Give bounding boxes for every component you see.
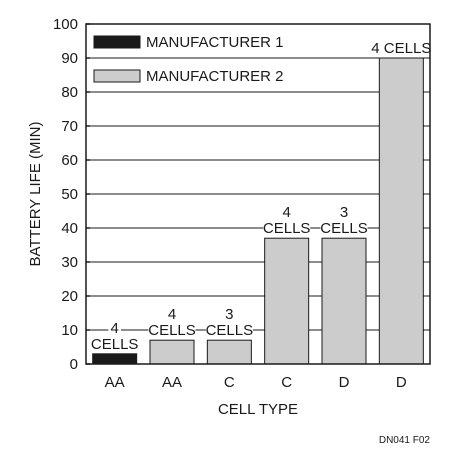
bar-label-bg xyxy=(337,204,351,221)
bar-label-bg xyxy=(369,40,434,56)
y-tick-label: 40 xyxy=(61,220,78,237)
y-tick-label: 50 xyxy=(61,186,78,203)
bar-label: CELLS xyxy=(263,220,311,237)
bar-label: 4 xyxy=(110,320,118,337)
bar-label-bg xyxy=(91,335,139,352)
y-tick-label: 0 xyxy=(70,356,78,373)
bar-label: CELLS xyxy=(148,322,196,339)
bar-label-bg xyxy=(148,322,196,339)
bar-label-bg xyxy=(263,220,311,237)
x-category-label: AA xyxy=(105,374,125,391)
gridlines xyxy=(86,57,430,331)
bar-label-bg xyxy=(280,204,293,221)
legend-swatch xyxy=(93,35,141,49)
y-tick-label: 90 xyxy=(61,50,78,67)
bar-label: 4 xyxy=(168,306,176,323)
bar-label: 3 xyxy=(225,306,233,323)
y-tick-label: 10 xyxy=(61,322,78,339)
x-axis-title: CELL TYPE xyxy=(218,401,298,418)
y-tick-label: 70 xyxy=(61,118,78,135)
bar-label: 4 xyxy=(282,204,290,221)
x-category-label: D xyxy=(396,374,407,391)
bar-label: 3 xyxy=(340,204,348,221)
bar xyxy=(92,353,138,365)
y-tick-label: 60 xyxy=(61,152,78,169)
bar-label: CELLS xyxy=(206,322,254,339)
x-category-label: C xyxy=(224,374,235,391)
bar xyxy=(264,237,310,365)
legend-label: MANUFACTURER 2 xyxy=(146,68,284,85)
legend-swatch xyxy=(93,69,141,83)
x-axis-categories: AA AA C C D D xyxy=(105,374,407,391)
plot-frame xyxy=(85,23,431,365)
bar-label-bg xyxy=(223,306,236,323)
y-tick-label: 30 xyxy=(61,254,78,271)
bar-label-bg xyxy=(165,306,179,323)
bar-label: CELLS xyxy=(91,336,139,353)
y-axis-ticks: 0 10 20 30 40 50 60 70 80 90 100 xyxy=(53,16,90,373)
x-category-label: AA xyxy=(162,374,182,391)
bar xyxy=(206,339,252,365)
y-tick-label: 80 xyxy=(61,84,78,101)
y-tick-label: 20 xyxy=(61,288,78,305)
bar xyxy=(149,339,195,365)
x-category-label: D xyxy=(339,374,350,391)
x-category-label: C xyxy=(281,374,292,391)
bar xyxy=(378,57,424,365)
bar xyxy=(321,237,367,365)
bar-label-bg xyxy=(205,322,253,339)
y-tick-label: 100 xyxy=(53,16,78,33)
figure-id: DN041 F02 xyxy=(379,435,431,446)
y-axis-title: BATTERY LIFE (MIN) xyxy=(27,121,44,266)
bar-label-bg xyxy=(320,220,368,237)
bar-label: 4 CELLS xyxy=(371,40,431,57)
legend: MANUFACTURER 1 MANUFACTURER 2 xyxy=(89,30,284,88)
bars xyxy=(92,57,424,365)
bar-label: CELLS xyxy=(320,220,368,237)
bar-label-bg xyxy=(108,319,121,336)
legend-label: MANUFACTURER 1 xyxy=(146,34,284,51)
